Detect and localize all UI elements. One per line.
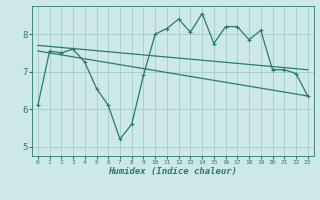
X-axis label: Humidex (Indice chaleur): Humidex (Indice chaleur)	[108, 167, 237, 176]
